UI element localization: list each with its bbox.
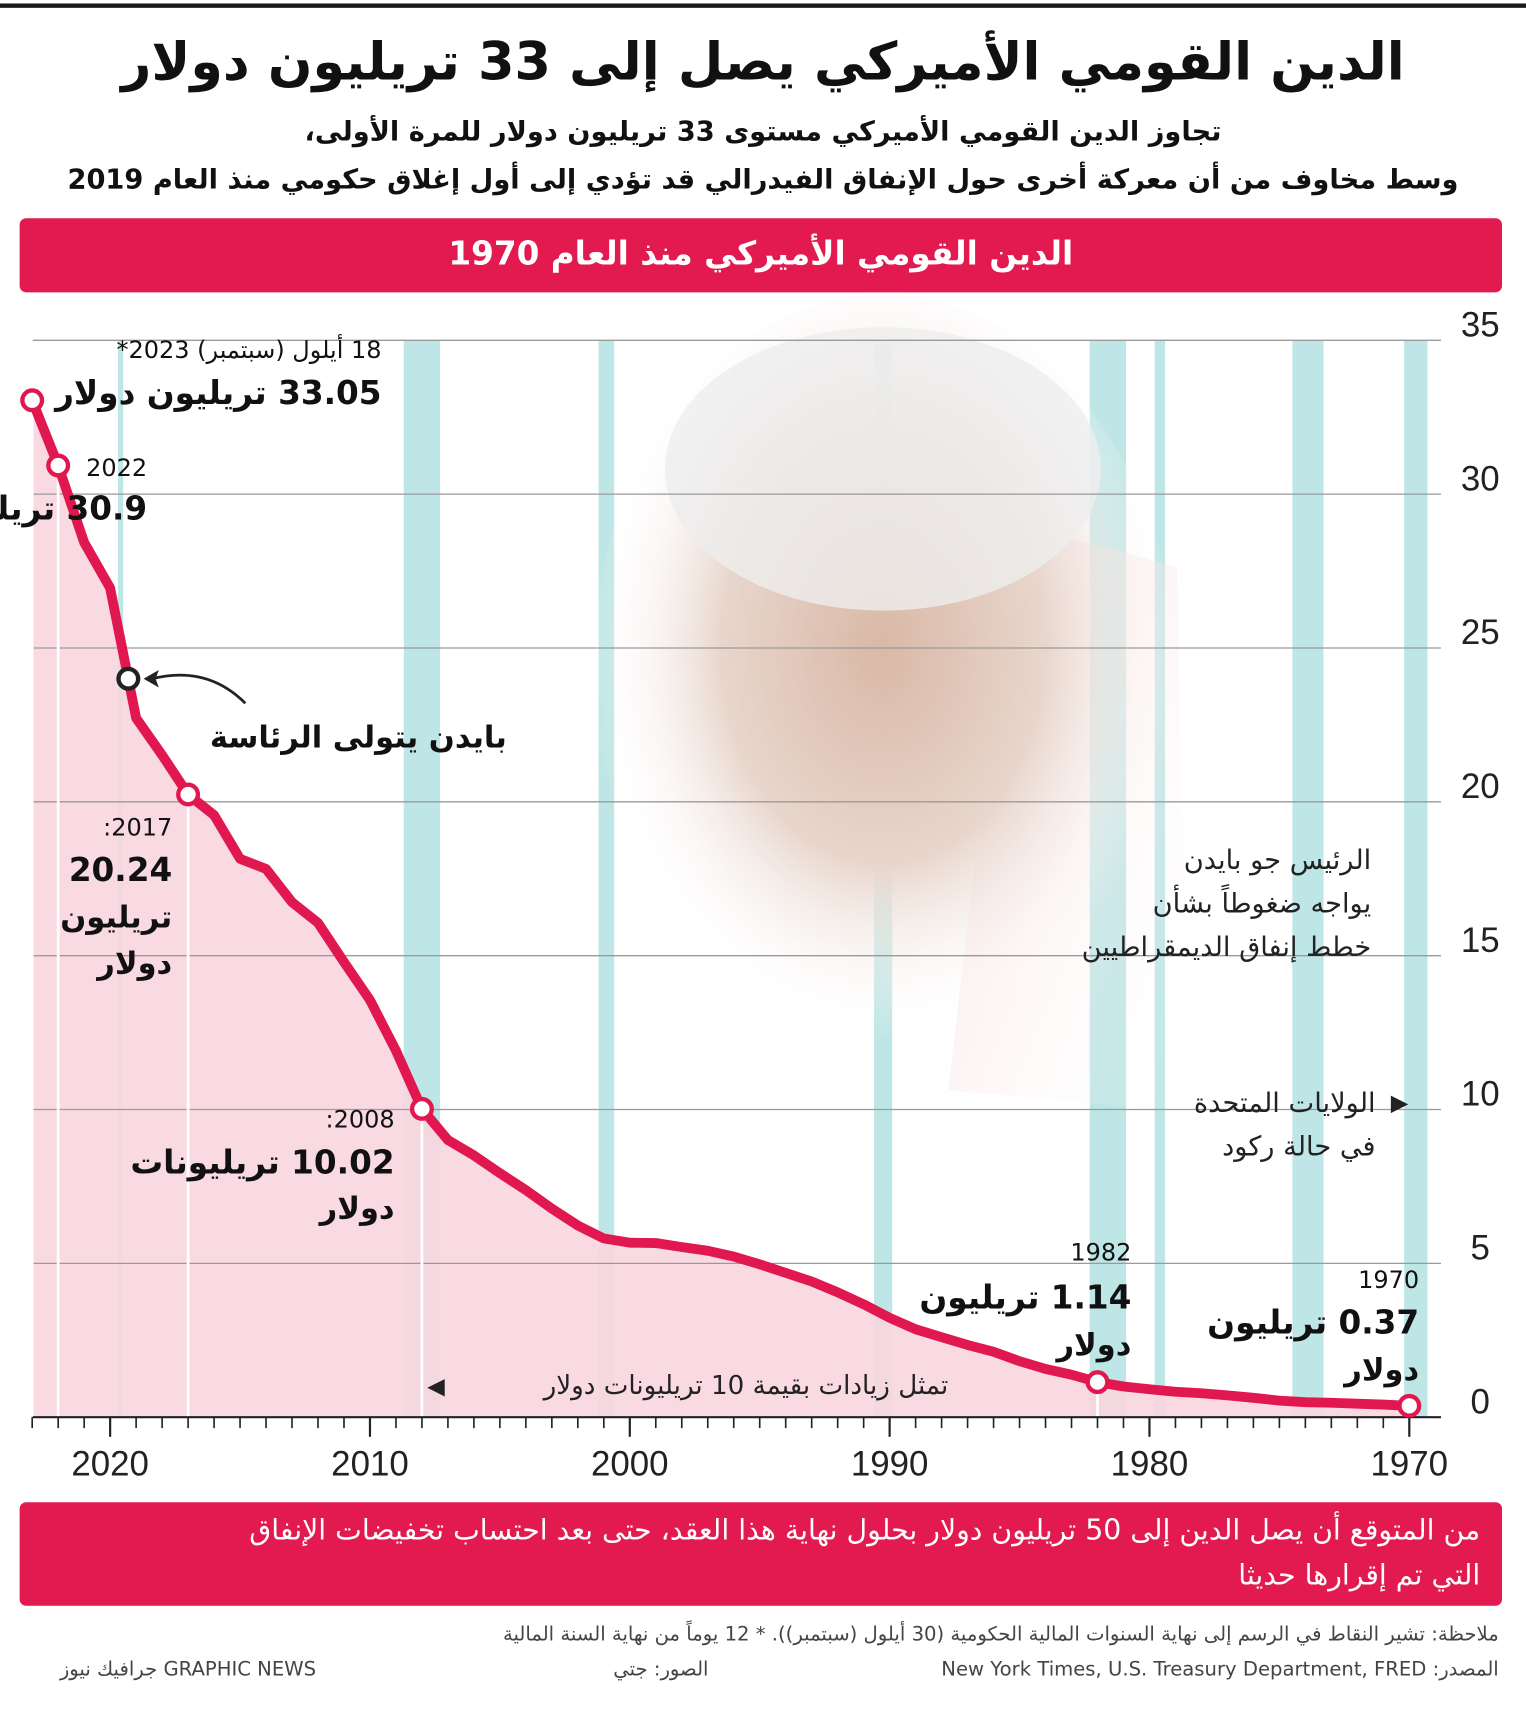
y-tick-label: 10 xyxy=(1461,1075,1500,1114)
footer-banner xyxy=(19,1502,1503,1606)
y-tick-label: 30 xyxy=(1461,459,1500,498)
biden-label: بايدن يتولى الرئاسة xyxy=(210,721,507,756)
x-tick-label: 1990 xyxy=(851,1444,929,1483)
biden-arrow xyxy=(151,673,247,705)
recession-pointer xyxy=(1390,1095,1409,1114)
point-label: دولار xyxy=(1054,1328,1131,1363)
photo-caption: خطط إنفاق الديمقراطيين xyxy=(1082,932,1372,963)
photo xyxy=(588,294,1189,1113)
point-label: 33.05 تريليون دولار xyxy=(53,374,381,413)
point-label: 2022 xyxy=(86,454,147,482)
y-tick-label: 35 xyxy=(1461,305,1500,344)
footer-text: من المتوقع أن يصل الدين إلى 50 تريليون د… xyxy=(249,1511,1480,1547)
note: ملاحظة: تشير النقاط في الرسم إلى نهاية ا… xyxy=(503,1619,1499,1646)
biden-arrowhead xyxy=(143,670,159,688)
biden-marker xyxy=(116,666,141,691)
photo-credit: الصور: جتي xyxy=(613,1658,708,1681)
footer-text: التي تم إقرارها حديثا xyxy=(1238,1558,1480,1591)
recession-label: في حالة ركود xyxy=(1222,1131,1375,1162)
point-label: دولار xyxy=(318,1192,395,1227)
point-label: دولار xyxy=(1342,1353,1419,1388)
y-tick-label: 25 xyxy=(1461,613,1500,652)
point-label: تريليون xyxy=(60,901,172,936)
point-marker xyxy=(409,1096,434,1121)
point-marker xyxy=(46,453,71,478)
subtitle: تجاوز الدين القومي الأميركي مستوى 33 تري… xyxy=(305,115,1222,148)
increment-pointer xyxy=(427,1379,445,1397)
x-tick-label: 1980 xyxy=(1111,1444,1189,1483)
point-label: 1982 xyxy=(1070,1239,1131,1267)
point-label: 1.14 تريليون xyxy=(919,1278,1131,1316)
point-marker xyxy=(1397,1393,1422,1418)
point-label: 0.37 تريليون xyxy=(1207,1304,1419,1342)
point-label: 2017: xyxy=(103,814,172,842)
top-rule xyxy=(0,3,1526,8)
point-marker xyxy=(176,782,201,807)
chart-title: الدين القومي الأميركي يصل إلى 33 تريليون… xyxy=(118,29,1404,93)
point-label: 10.02 تريليونات xyxy=(130,1143,394,1181)
credit: GRAPHIC NEWS جرافيك نيوز xyxy=(59,1658,316,1681)
point-label: 30.9 تريليون دولار xyxy=(0,489,147,528)
x-tick-label: 2010 xyxy=(331,1444,409,1483)
point-marker xyxy=(1085,1370,1110,1395)
point-label: 1970 xyxy=(1358,1266,1419,1294)
x-tick-label: 2000 xyxy=(591,1444,669,1483)
point-label: 2008: xyxy=(326,1106,395,1134)
point-label: 20.24 xyxy=(69,851,172,889)
recession-band xyxy=(1292,340,1324,1418)
photo-caption: الرئيس جو بايدن xyxy=(1184,845,1371,876)
point-marker xyxy=(20,388,45,413)
y-tick-label: 20 xyxy=(1461,767,1500,806)
y-tick-label: 15 xyxy=(1461,921,1500,960)
banner-text: الدين القومي الأميركي منذ العام 1970 xyxy=(448,232,1073,272)
point-label: دولار xyxy=(95,946,172,981)
x-tick-label: 1970 xyxy=(1370,1444,1448,1483)
hair xyxy=(664,327,1101,611)
recession-band xyxy=(1404,340,1428,1418)
subtitle: وسط مخاوف من أن معركة أخرى حول الإنفاق ا… xyxy=(67,162,1458,196)
y-tick-label: 0 xyxy=(1471,1382,1490,1421)
line xyxy=(27,395,1415,1411)
recession-label: الولايات المتحدة xyxy=(1194,1088,1376,1119)
source: المصدر: New York Times, U.S. Treasury De… xyxy=(941,1658,1498,1681)
increment-note: تمثل زيادات بقيمة 10 تريليونات دولار xyxy=(542,1371,949,1401)
point-label: 18 أيلول (سبتمبر) 2023* xyxy=(117,334,382,364)
x-tick-label: 2020 xyxy=(71,1444,149,1483)
y-tick-label: 5 xyxy=(1471,1229,1490,1268)
area xyxy=(32,400,1410,1418)
banner xyxy=(19,218,1503,293)
photo-caption: يواجه ضغوطاً بشأن xyxy=(1153,883,1372,919)
